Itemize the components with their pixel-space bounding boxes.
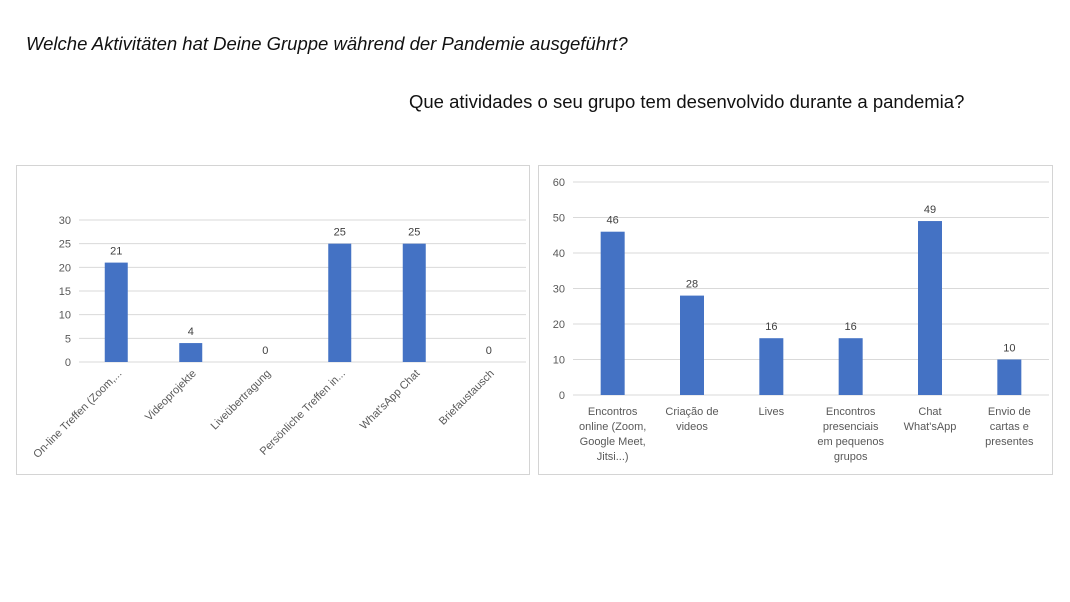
- chart-german-data-label: 0: [262, 345, 268, 357]
- chart-portuguese-svg: 0 10 20 30 40 50 60 46 Encontros online (Zoom, Goo…: [553, 177, 1049, 463]
- chart-portuguese-y-tick-label: 50: [553, 213, 565, 225]
- chart-portuguese-bar: [997, 359, 1022, 395]
- chart-portuguese-category-label: Chat What'sApp: [904, 406, 957, 433]
- chart-portuguese-y-tick-label: 0: [559, 390, 565, 402]
- chart-portuguese-y-tick-label: 20: [553, 319, 565, 331]
- chart-german-svg: 0 5 10 15 20 25 30 21 On-line Treffen (Zoom,... 4…: [31, 215, 526, 461]
- chart-portuguese-bar: [759, 338, 784, 395]
- title-portuguese: Que atividades o seu grupo tem desenvolv…: [409, 91, 965, 112]
- title-german: Welche Aktivitäten hat Deine Gruppe währ…: [26, 33, 628, 54]
- chart-german-data-label: 25: [334, 227, 346, 239]
- chart-portuguese-bar: [600, 231, 625, 395]
- chart-portuguese-category-label: Criação de videos: [665, 406, 718, 433]
- chart-german-y-tick-label: 20: [59, 262, 71, 274]
- chart-portuguese-data-label: 46: [607, 215, 619, 227]
- chart-german-category-label: On-line Treffen (Zoom,...: [31, 368, 124, 461]
- chart-portuguese-category-label: Lives: [758, 406, 784, 418]
- chart-portuguese-y-tick-label: 30: [553, 284, 565, 296]
- chart-german-category-label: Videoprojekte: [143, 368, 199, 424]
- chart-portuguese-category-label: Encontros presenciais em pequenos grupos: [817, 406, 884, 463]
- chart-portuguese: 0 10 20 30 40 50 60 46 Encontros online (Zoom, Goo…: [538, 165, 1053, 475]
- chart-portuguese-bar: [838, 338, 863, 395]
- chart-german-y-tick-label: 10: [59, 310, 71, 322]
- chart-german-bar: [179, 343, 203, 362]
- chart-german-category-label: Persönliche Treffen in...: [258, 368, 348, 458]
- chart-german-y-tick-label: 30: [59, 215, 71, 227]
- chart-portuguese-category-label: Encontros online (Zoom, Google Meet, Jitsi.…: [579, 406, 646, 463]
- chart-portuguese-category-label: Envio de cartas e presentes: [985, 406, 1034, 448]
- chart-portuguese-bar: [680, 295, 704, 395]
- chart-german-y-tick-label: 0: [65, 357, 71, 369]
- chart-portuguese-data-label: 16: [845, 321, 857, 333]
- chart-german-data-label: 25: [408, 227, 420, 239]
- chart-german-bar: [328, 243, 352, 362]
- chart-german-y-tick-label: 5: [65, 333, 71, 345]
- chart-portuguese-bar: [918, 221, 942, 395]
- chart-portuguese-data-label: 49: [924, 204, 936, 216]
- chart-portuguese-data-label: 28: [686, 279, 698, 291]
- chart-german-data-label: 21: [110, 246, 122, 258]
- chart-portuguese-y-tick-label: 40: [553, 248, 565, 260]
- chart-german: 0 5 10 15 20 25 30 21 On-line Treffen (Zoom,... 4…: [16, 165, 530, 475]
- chart-portuguese-y-tick-label: 10: [553, 355, 565, 367]
- chart-german-y-tick-label: 25: [59, 239, 71, 251]
- chart-german-bar: [402, 243, 426, 362]
- chart-german-category-label: Liveübertragung: [209, 368, 274, 433]
- chart-portuguese-y-tick-label: 60: [553, 177, 565, 189]
- chart-german-y-tick-label: 15: [59, 286, 71, 298]
- chart-german-bar: [104, 262, 128, 362]
- chart-german-category-label: Briefaustausch: [437, 368, 497, 428]
- chart-german-data-label: 0: [486, 345, 492, 357]
- chart-german-data-label: 4: [188, 326, 194, 338]
- chart-portuguese-data-label: 10: [1003, 343, 1015, 355]
- chart-german-category-label: What'sApp Chat: [358, 368, 422, 432]
- chart-portuguese-data-label: 16: [765, 321, 777, 333]
